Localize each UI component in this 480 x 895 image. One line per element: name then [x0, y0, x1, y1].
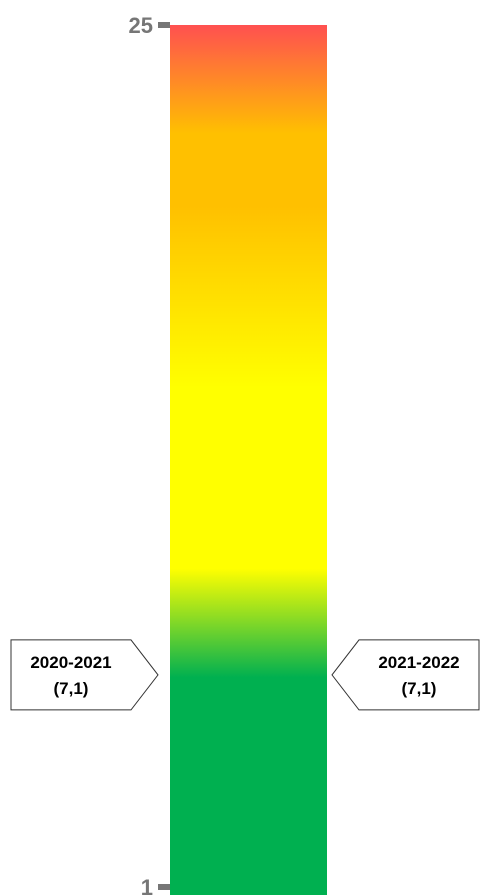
value-markers: 2020-2021 (7,1) 2021-2022 (7,1) [10, 639, 480, 711]
tick-mark [158, 22, 170, 28]
tick-mark [158, 884, 170, 890]
marker-value-label: (7,1) [54, 679, 89, 698]
marker-callout-right: 2021-2022 (7,1) [331, 639, 480, 711]
marker-callout-left: 2020-2021 (7,1) [10, 639, 159, 711]
marker-period-label: 2021-2022 [378, 653, 459, 672]
tick-label: 1 [141, 875, 153, 895]
tick-label: 25 [129, 13, 153, 38]
axis-ticks: 25 1 [129, 13, 170, 895]
marker-period-label: 2020-2021 [30, 653, 111, 672]
marker-value-label: (7,1) [402, 679, 437, 698]
marker-box [10, 639, 159, 711]
gauge-bar [170, 25, 327, 895]
marker-box [331, 639, 480, 711]
